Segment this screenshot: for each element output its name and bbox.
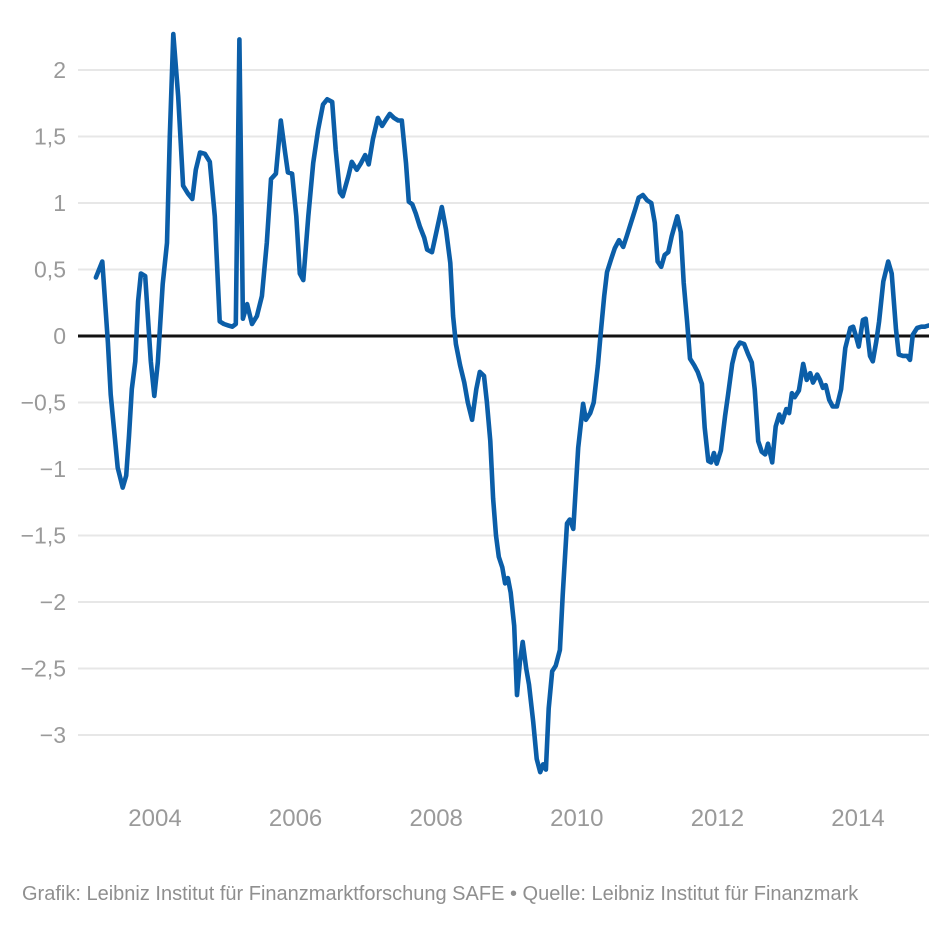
x-tick-label: 2008: [410, 805, 463, 832]
y-tick-label: 0,5: [34, 257, 66, 283]
y-tick-label: 2: [53, 57, 66, 83]
gridlines: [78, 69, 929, 736]
y-tick-label: −0,5: [21, 390, 66, 416]
y-tick-label: 1: [53, 190, 66, 216]
y-tick-label: −3: [40, 722, 66, 748]
chart-caption: Grafik: Leibniz Institut für Finanzmarkt…: [22, 883, 859, 905]
data-line-series: [93, 31, 929, 775]
y-tick-label: −2,5: [21, 656, 66, 682]
line-chart: 2 1,5 1 0,5 0 −0,5 −1 −1,5 −2 −2,5 −3 2004 2006 2008 2…: [21, 31, 929, 832]
x-tick-label: 2010: [550, 805, 603, 832]
y-tick-label: 0: [53, 323, 66, 349]
y-axis-labels: 2 1,5 1 0,5 0 −0,5 −1 −1,5 −2 −2,5 −3: [21, 57, 66, 748]
x-axis-labels: 2004 2006 2008 2010 2012 2014: [128, 805, 884, 832]
y-tick-label: 1,5: [34, 124, 66, 150]
x-tick-label: 2014: [831, 805, 884, 832]
y-tick-label: −1,5: [21, 523, 66, 549]
y-tick-label: −2: [40, 589, 66, 615]
x-tick-label: 2004: [128, 805, 181, 832]
x-tick-label: 2006: [269, 805, 322, 832]
y-tick-label: −1: [40, 456, 66, 482]
x-tick-label: 2012: [691, 805, 744, 832]
